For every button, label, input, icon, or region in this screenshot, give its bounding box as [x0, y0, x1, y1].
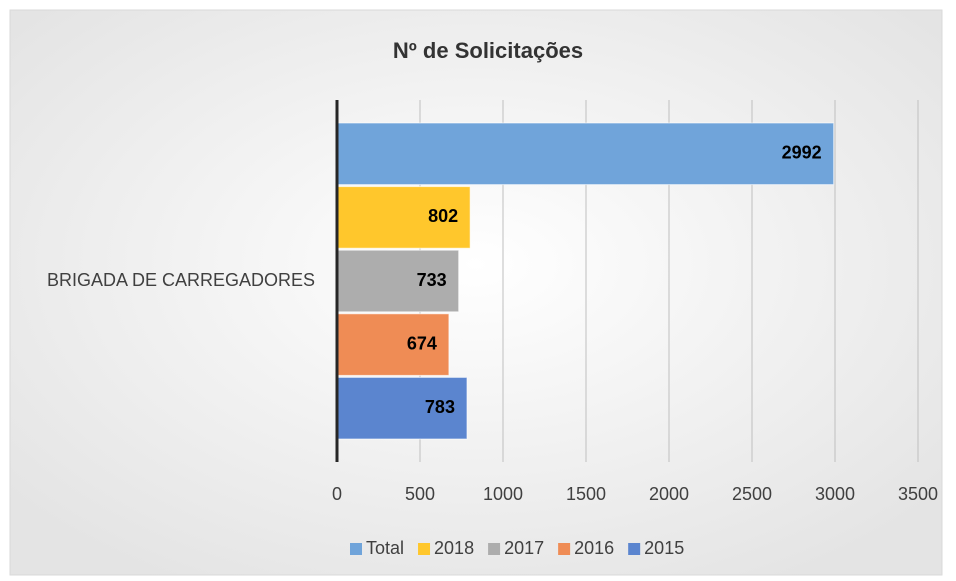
- x-tick-label: 0: [332, 484, 342, 504]
- legend-label: 2015: [644, 538, 684, 558]
- data-label: 674: [407, 333, 437, 353]
- legend-label: Total: [366, 538, 404, 558]
- x-tick-label: 1500: [566, 484, 606, 504]
- x-tick-label: 2000: [649, 484, 689, 504]
- x-tick-label: 3500: [898, 484, 938, 504]
- x-tick-label: 3000: [815, 484, 855, 504]
- bar: [336, 313, 450, 376]
- data-label: 783: [425, 397, 455, 417]
- chart-title: Nº de Solicitações: [393, 38, 583, 63]
- data-label: 2992: [782, 143, 822, 163]
- legend-swatch: [418, 543, 431, 555]
- x-tick-label: 500: [405, 484, 435, 504]
- legend-swatch: [488, 543, 501, 555]
- x-tick-label: 1000: [483, 484, 523, 504]
- bar: [336, 249, 460, 313]
- chart-background: [9, 9, 943, 576]
- y-tick-label: BRIGADA DE CARREGADORES: [47, 270, 315, 290]
- legend-swatch: [558, 543, 571, 555]
- data-label: 733: [417, 270, 447, 290]
- data-label: 802: [428, 206, 458, 226]
- legend-swatch: [628, 543, 641, 555]
- legend-swatch: [350, 543, 362, 555]
- legend-label: 2017: [504, 538, 544, 558]
- legend-label: 2016: [574, 538, 614, 558]
- legend-label: 2018: [434, 538, 474, 558]
- x-tick-label: 2500: [732, 484, 772, 504]
- bar: [336, 122, 835, 186]
